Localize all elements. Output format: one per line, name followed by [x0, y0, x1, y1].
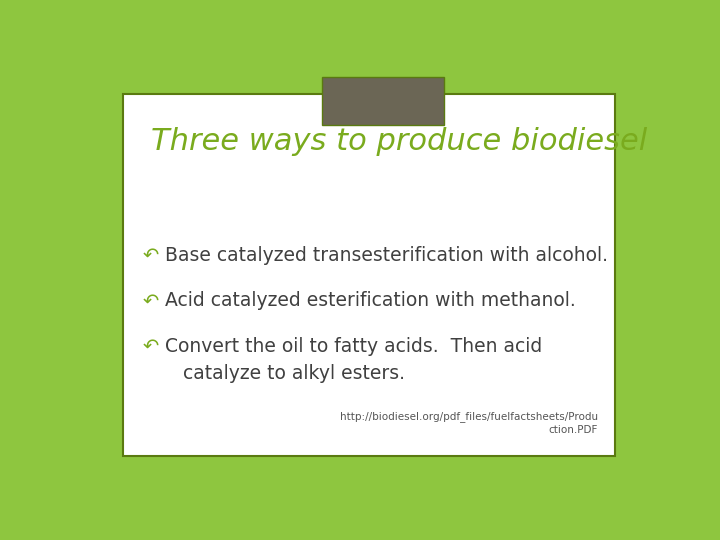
Text: ↶: ↶ [143, 337, 159, 356]
FancyBboxPatch shape [124, 94, 615, 456]
Text: Base catalyzed transesterification with alcohol.: Base catalyzed transesterification with … [166, 246, 608, 265]
Text: Acid catalyzed esterification with methanol.: Acid catalyzed esterification with metha… [166, 292, 576, 310]
Text: ↶: ↶ [143, 292, 159, 310]
Text: Three ways to produce biodiesel: Three ways to produce biodiesel [151, 127, 647, 156]
Text: ↶: ↶ [143, 246, 159, 265]
Text: Convert the oil to fatty acids.  Then acid
   catalyze to alkyl esters.: Convert the oil to fatty acids. Then aci… [166, 337, 543, 383]
FancyBboxPatch shape [322, 77, 444, 125]
Text: http://biodiesel.org/pdf_files/fuelfactsheets/Produ
ction.PDF: http://biodiesel.org/pdf_files/fuelfacts… [340, 411, 598, 435]
